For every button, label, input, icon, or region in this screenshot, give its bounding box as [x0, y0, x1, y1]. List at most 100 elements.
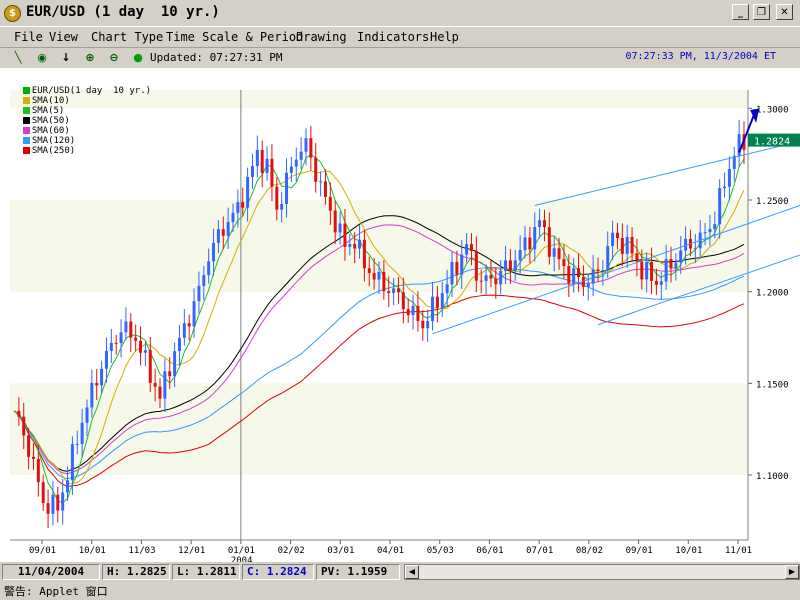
legend-item-sma60: SMA(60) — [22, 126, 70, 136]
candle-body — [664, 259, 668, 282]
candle-body — [153, 382, 157, 387]
candle-body — [362, 239, 366, 269]
x-tick-label: 10/01 — [675, 546, 702, 556]
candle-body — [177, 337, 181, 352]
x-tick-label: 09/01 — [29, 546, 56, 556]
minimize-icon[interactable]: _ — [732, 4, 749, 20]
candle-body — [285, 172, 289, 204]
candle-body — [66, 480, 70, 493]
crosshair-icon[interactable]: ◉ — [37, 51, 47, 64]
candle-body — [538, 220, 542, 227]
candle-body — [431, 296, 435, 322]
y-tick-label: 1.2000 — [756, 289, 789, 299]
legend-item-sma50: SMA(50) — [22, 116, 70, 126]
candle-body — [499, 270, 503, 285]
scroll-left-icon[interactable]: ◀ — [405, 565, 419, 579]
candle-body — [523, 237, 527, 251]
candle-body — [396, 288, 400, 293]
arrow-down-icon[interactable]: ↓ — [61, 51, 71, 64]
plot-band — [10, 108, 748, 200]
plot-band — [10, 291, 748, 384]
candle-body — [460, 254, 464, 275]
candle-body — [684, 238, 688, 251]
candle-body — [90, 382, 94, 408]
candle-body — [212, 242, 216, 262]
candle-body — [567, 266, 571, 284]
menu-view[interactable]: View — [49, 30, 78, 44]
menu-chart-type[interactable]: Chart Type — [91, 30, 164, 44]
candle-body — [625, 236, 629, 254]
menu-file[interactable]: File — [14, 30, 43, 44]
candle-body — [416, 305, 420, 321]
candle-body — [718, 188, 722, 225]
line-draw-icon[interactable]: ╲ — [14, 51, 22, 64]
price-chart[interactable]: 1.3000 1.2500 1.2000 1.1500 1.1000 09/01 10/01… — [0, 68, 800, 567]
legend-item-price: EUR/USD(1 day 10 yr.) — [22, 86, 151, 96]
menu-time-scale-period[interactable]: Time Scale & Period — [166, 30, 304, 44]
horizontal-scrollbar[interactable]: ◀ ▶ — [404, 564, 800, 580]
trendline-upper-channel — [534, 140, 800, 206]
applet-warning: 警告: Applet 窗口 — [4, 585, 108, 598]
candle-body — [270, 158, 274, 187]
candle-body — [708, 229, 712, 233]
candle-body — [591, 269, 595, 284]
candle-body — [577, 268, 581, 278]
plot-band — [10, 475, 748, 567]
zoom-out-icon[interactable]: ⊖ — [109, 51, 119, 64]
updated-timestamp: Updated: 07:27:31 PM — [150, 51, 283, 64]
status-date: 11/04/2004 — [2, 564, 100, 580]
candle-body — [659, 281, 663, 285]
restore-icon[interactable]: ❐ — [753, 4, 770, 20]
candle-body — [494, 278, 498, 285]
sma-250-line — [13, 294, 745, 487]
candle-body — [197, 285, 201, 302]
candle-body — [533, 226, 537, 250]
x-tick-label: 03/01 — [327, 546, 354, 556]
close-icon[interactable]: ✕ — [776, 4, 793, 20]
menu-indicators[interactable]: Indicators — [357, 30, 430, 44]
menu-help[interactable]: Help — [430, 30, 459, 44]
dollar-coin-icon: $ — [4, 5, 21, 22]
candle-body — [601, 270, 605, 272]
candle-body — [221, 229, 225, 236]
candle-body — [17, 410, 21, 417]
candle-body — [703, 232, 707, 234]
candle-body — [630, 236, 634, 254]
x-tick-label: 08/02 — [576, 546, 603, 556]
candle-body — [100, 368, 104, 386]
candle-body — [557, 248, 561, 260]
x-tick-label: 04/01 — [377, 546, 404, 556]
menu-drawing[interactable]: Drawing — [296, 30, 347, 44]
candle-body — [654, 280, 658, 285]
candle-body — [250, 166, 254, 177]
candle-body — [27, 435, 31, 457]
candle-body — [333, 210, 337, 233]
candle-body — [75, 443, 79, 445]
scroll-right-icon[interactable]: ▶ — [785, 565, 799, 579]
dot-icon[interactable]: ● — [133, 51, 143, 64]
candle-body — [61, 492, 65, 511]
candle-body — [299, 151, 303, 160]
candle-body — [319, 181, 323, 183]
candle-body — [134, 337, 138, 341]
candle-body — [645, 262, 649, 280]
zoom-in-icon[interactable]: ⊕ — [85, 51, 95, 64]
status-close: C: 1.2824 — [242, 564, 314, 580]
candle-body — [129, 321, 133, 338]
candle-body — [508, 260, 512, 271]
last-price-label: 1.2824 — [754, 137, 790, 148]
chart-area[interactable]: 1.3000 1.2500 1.2000 1.1500 1.1000 09/01 10/01… — [0, 68, 800, 567]
candle-body — [343, 223, 347, 247]
candle-body — [289, 166, 293, 173]
candle-body — [70, 444, 74, 481]
x-tick-label: 10/01 — [79, 546, 106, 556]
candle-body — [669, 259, 673, 269]
candle-body — [440, 293, 444, 308]
candle-body — [615, 232, 619, 239]
window-title: EUR/USD (1 day 10 yr.) — [26, 4, 220, 20]
candle-body — [474, 251, 478, 281]
candle-body — [216, 229, 220, 243]
candle-body — [518, 250, 522, 261]
candle-body — [465, 244, 469, 255]
x-tick-label: 11/01 — [725, 546, 752, 556]
